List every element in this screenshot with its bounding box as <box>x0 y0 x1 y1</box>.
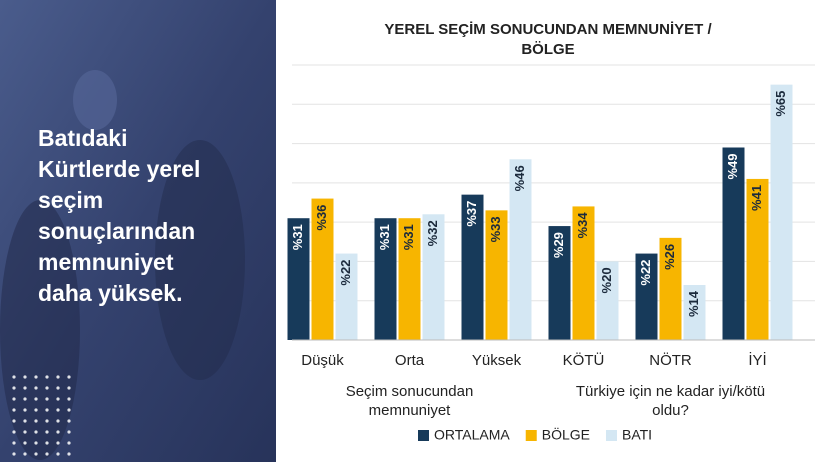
bar <box>746 178 769 340</box>
bar <box>422 214 445 340</box>
group-label: Türkiye için ne kadar iyi/kötü <box>576 383 765 400</box>
bar <box>311 198 334 340</box>
value-label: %31 <box>290 224 305 250</box>
x-tick-label: NÖTR <box>649 351 692 369</box>
x-tick-label: KÖTÜ <box>563 351 605 369</box>
value-label: %20 <box>599 267 614 293</box>
bar <box>374 218 397 340</box>
value-label: %32 <box>425 220 440 246</box>
bar <box>509 159 532 340</box>
bar <box>683 285 706 340</box>
value-label: %41 <box>749 185 764 211</box>
bar <box>548 226 571 340</box>
value-label: %34 <box>575 212 590 239</box>
value-label: %22 <box>638 260 653 286</box>
photo-figure <box>155 140 245 380</box>
bar <box>572 206 595 340</box>
legend-label: BATI <box>622 427 652 443</box>
value-label: %14 <box>686 290 701 317</box>
headline-line: memnuniyet <box>38 249 174 275</box>
legend-swatch <box>605 430 617 441</box>
value-label: %46 <box>512 165 527 191</box>
chart-title: BÖLGE <box>521 41 574 58</box>
headline-line: Batıdaki <box>38 125 127 151</box>
bar <box>485 210 508 340</box>
legend-label: ORTALAMA <box>434 427 510 443</box>
chart-title: YEREL SEÇİM SONUCUNDAN MEMNUNİYET / <box>384 21 712 38</box>
x-tick-label: Orta <box>395 352 425 369</box>
value-label: %33 <box>488 216 503 242</box>
value-label: %36 <box>314 205 329 231</box>
group-label: memnuniyet <box>369 402 452 419</box>
value-label: %29 <box>551 232 566 258</box>
value-label: %31 <box>401 224 416 250</box>
bar <box>335 253 358 340</box>
x-tick-label: Yüksek <box>472 352 522 369</box>
headline-line: seçim <box>38 187 103 213</box>
headline-line: Kürtlerde yerel <box>38 156 200 182</box>
bar <box>635 253 658 340</box>
legend-swatch <box>418 430 429 441</box>
bar <box>770 84 793 341</box>
bar <box>287 218 310 340</box>
value-label: %22 <box>338 260 353 286</box>
value-label: %65 <box>773 91 788 117</box>
dot-pattern <box>8 375 78 462</box>
bar <box>596 261 619 340</box>
headline-line: daha yüksek. <box>38 280 182 306</box>
headline-line: sonuçlarından <box>38 218 195 244</box>
value-label: %26 <box>662 244 677 270</box>
group-label: Seçim sonucundan <box>346 383 474 400</box>
photo-figure <box>73 70 117 130</box>
x-tick-label: İYİ <box>748 351 766 369</box>
group-label: oldu? <box>652 402 689 419</box>
value-label: %37 <box>464 201 479 227</box>
value-label: %31 <box>377 224 392 250</box>
bar <box>659 237 682 340</box>
bar <box>722 147 745 340</box>
legend-label: BÖLGE <box>542 426 590 443</box>
x-tick-label: Düşük <box>301 352 344 369</box>
value-label: %49 <box>725 154 740 180</box>
bar <box>398 218 421 340</box>
legend-swatch <box>525 430 537 441</box>
bar <box>461 194 484 340</box>
